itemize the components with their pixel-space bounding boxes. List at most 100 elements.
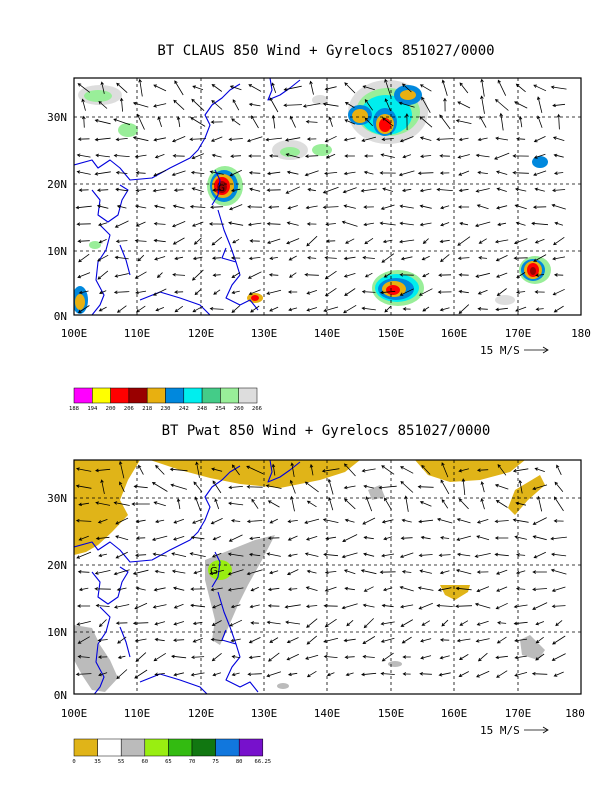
- colorbar-swatch: [220, 387, 239, 404]
- wind-arrow: [231, 672, 240, 677]
- svg-text:150E: 150E: [378, 327, 405, 340]
- wind-arrow: [266, 188, 281, 192]
- wind-arrow: [231, 305, 241, 313]
- wind-arrow: [192, 305, 204, 313]
- wind-arrow: [135, 188, 146, 193]
- wind-arrow: [210, 205, 224, 209]
- wind-arrow: [287, 553, 298, 558]
- wind-arrow: [360, 188, 377, 193]
- wind-arrow: [153, 103, 167, 108]
- pwat-shading: [74, 460, 545, 692]
- wind-arrow: [399, 239, 415, 244]
- wind-arrow: [114, 273, 129, 278]
- wind-arrow: [250, 586, 259, 592]
- wind-arrow: [229, 619, 243, 627]
- wind-arrow: [228, 137, 243, 142]
- wind-arrow: [193, 481, 203, 493]
- wind-arrow: [494, 239, 509, 244]
- wind-arrow: [77, 239, 90, 243]
- wind-arrow: [550, 536, 567, 541]
- wind-arrow: [154, 256, 166, 261]
- wind-arrow: [516, 137, 526, 141]
- wind-arrow: [381, 652, 394, 662]
- svg-text:15 M/S: 15 M/S: [480, 724, 520, 737]
- wind-arrow: [265, 137, 282, 142]
- wind-arrow: [209, 170, 224, 175]
- wind-arrow: [554, 221, 564, 226]
- wind-arrow: [400, 256, 413, 261]
- wind-arrow: [94, 119, 111, 125]
- wind-arrow: [304, 170, 319, 177]
- panel2-reference-vector: 15 M/S: [480, 724, 549, 737]
- wind-arrow: [250, 621, 259, 625]
- wind-arrow: [418, 288, 433, 296]
- wind-arrow: [532, 484, 548, 491]
- wind-arrow: [457, 101, 471, 109]
- wind-arrow: [458, 498, 469, 510]
- wind-arrow: [97, 222, 108, 227]
- wind-arrow: [362, 636, 376, 645]
- wind-arrow: [324, 135, 337, 143]
- wind-arrow: [114, 220, 129, 228]
- wind-arrow: [94, 570, 111, 575]
- wind-arrow: [82, 115, 86, 128]
- wind-arrow: [401, 83, 412, 93]
- wind-arrow: [327, 478, 334, 495]
- wind-arrow: [266, 171, 281, 176]
- wind-arrow: [307, 187, 316, 192]
- wind-arrow: [304, 518, 320, 524]
- wind-arrow: [514, 655, 527, 660]
- wind-arrow: [136, 113, 145, 130]
- wind-arrow: [77, 604, 91, 608]
- wind-arrow: [441, 462, 449, 478]
- wind-arrow: [268, 205, 280, 209]
- wind-arrow: [363, 222, 374, 227]
- wind-arrow: [306, 235, 318, 247]
- wind-arrow: [289, 479, 296, 494]
- wind-arrow: [401, 188, 412, 193]
- wind-arrow: [211, 84, 223, 92]
- wind-arrow: [248, 154, 261, 158]
- coastline: [74, 78, 301, 315]
- wind-arrow: [228, 501, 244, 506]
- svg-text:160E: 160E: [441, 327, 468, 340]
- wind-arrow: [152, 604, 167, 609]
- wind-arrow: [153, 501, 166, 507]
- wind-arrow: [422, 306, 430, 312]
- wind-arrow: [98, 619, 107, 628]
- wind-arrow: [248, 84, 262, 92]
- wind-arrow: [459, 620, 469, 626]
- wind-arrow: [401, 570, 412, 574]
- wind-arrow: [440, 222, 450, 227]
- wind-arrow: [249, 239, 260, 243]
- wind-arrow: [306, 569, 317, 574]
- wind-arrow: [192, 256, 203, 261]
- svg-text:130E: 130E: [251, 707, 278, 720]
- wind-arrow: [190, 117, 206, 127]
- wind-arrow: [306, 500, 317, 508]
- wind-arrow: [115, 170, 128, 175]
- wind-arrow: [97, 519, 108, 524]
- wind-arrow: [364, 117, 373, 127]
- wind-arrow: [211, 620, 222, 626]
- wind-arrow: [76, 153, 91, 158]
- wind-arrow: [380, 621, 395, 626]
- wind-arrow: [190, 603, 206, 608]
- wind-arrow: [512, 170, 529, 175]
- wind-arrow: [75, 484, 92, 489]
- wind-arrow: [75, 467, 92, 472]
- wind-arrow: [135, 171, 146, 175]
- wind-arrow: [344, 498, 356, 510]
- wind-arrow: [95, 468, 111, 473]
- wind-arrow: [418, 553, 433, 558]
- wind-arrow: [248, 552, 261, 557]
- wind-arrow: [363, 170, 374, 175]
- wind-arrow: [419, 501, 432, 507]
- wind-arrow: [341, 552, 358, 559]
- wind-arrow: [132, 101, 149, 108]
- gyre-marker: G: [218, 184, 225, 194]
- wind-arrow: [458, 654, 469, 661]
- wind-arrow: [155, 464, 165, 475]
- wind-arrow: [171, 654, 187, 659]
- wind-arrow: [170, 483, 188, 490]
